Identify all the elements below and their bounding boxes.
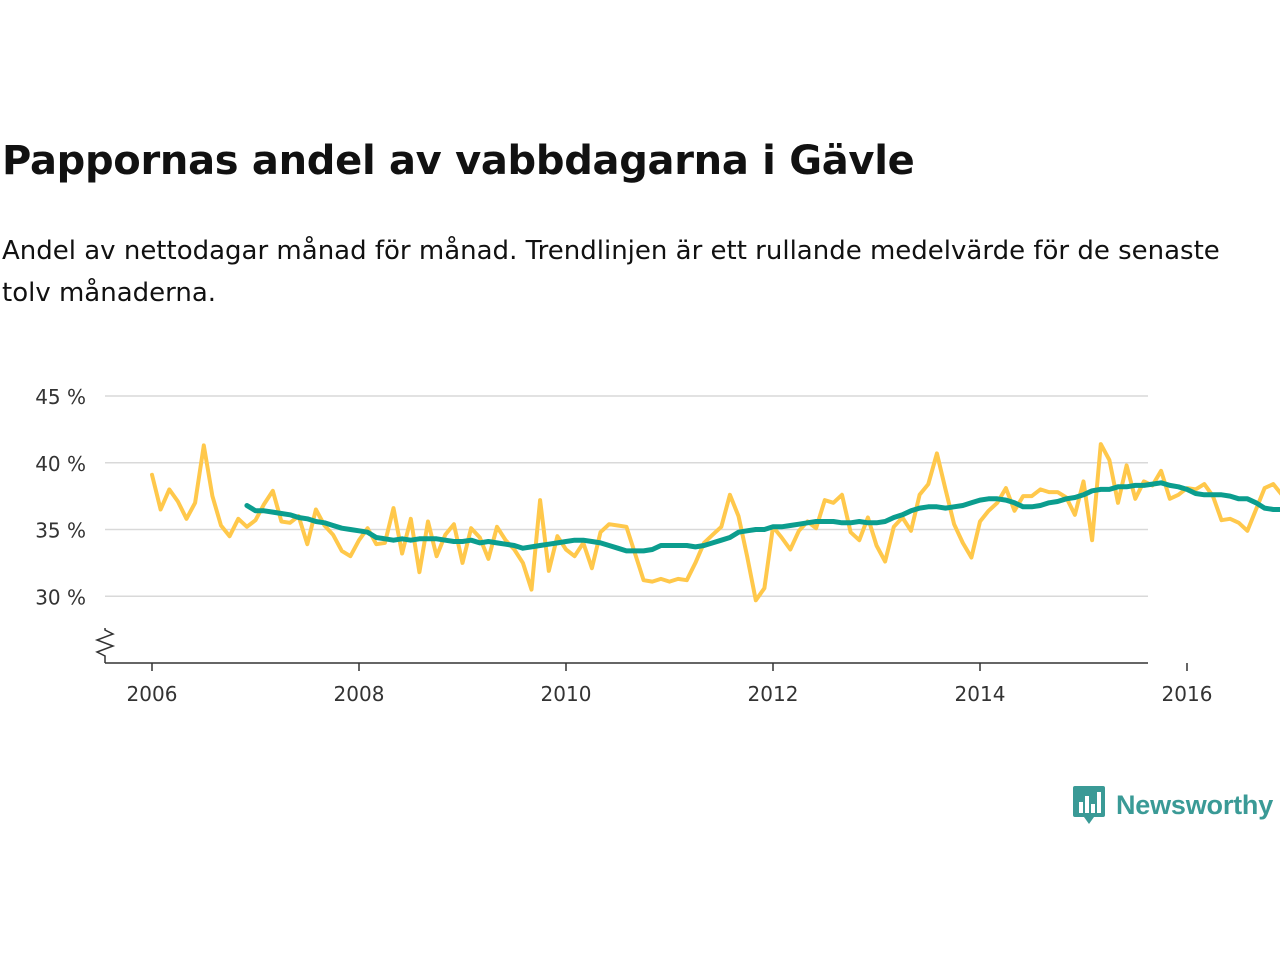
y-tick-label: 45 %	[35, 385, 86, 409]
x-axis: 2006200820102012201420162018202020222024	[94, 628, 1213, 706]
brand-logo: Newsworthy	[1072, 784, 1273, 826]
series-lines	[150, 442, 1280, 603]
x-tick-label: 2008	[334, 682, 385, 706]
brand-name: Newsworthy	[1116, 789, 1274, 820]
newsworthy-logo-icon	[1073, 786, 1105, 824]
x-tick-label: 2006	[127, 682, 178, 706]
x-tick-label: 2016	[1162, 682, 1213, 706]
chart-subtitle: Andel av nettodagar månad för månad. Tre…	[2, 236, 1220, 308]
axis-break-mark	[94, 628, 116, 663]
chart-title: Pappornas andel av vabbdagarna i Gävle	[2, 138, 915, 184]
y-tick-label: 35 %	[35, 519, 86, 543]
x-tick-label: 2010	[541, 682, 592, 706]
y-axis: 30 % 35 % 40 % 45 %	[35, 385, 86, 609]
y-tick-label: 40 %	[35, 452, 86, 476]
x-tick-label: 2014	[955, 682, 1006, 706]
y-tick-label: 30 %	[35, 585, 86, 609]
x-tick-label: 2012	[748, 682, 799, 706]
series-line-trend	[244, 480, 1280, 554]
series-line-monthly	[150, 442, 1280, 603]
gridlines	[105, 395, 1148, 597]
